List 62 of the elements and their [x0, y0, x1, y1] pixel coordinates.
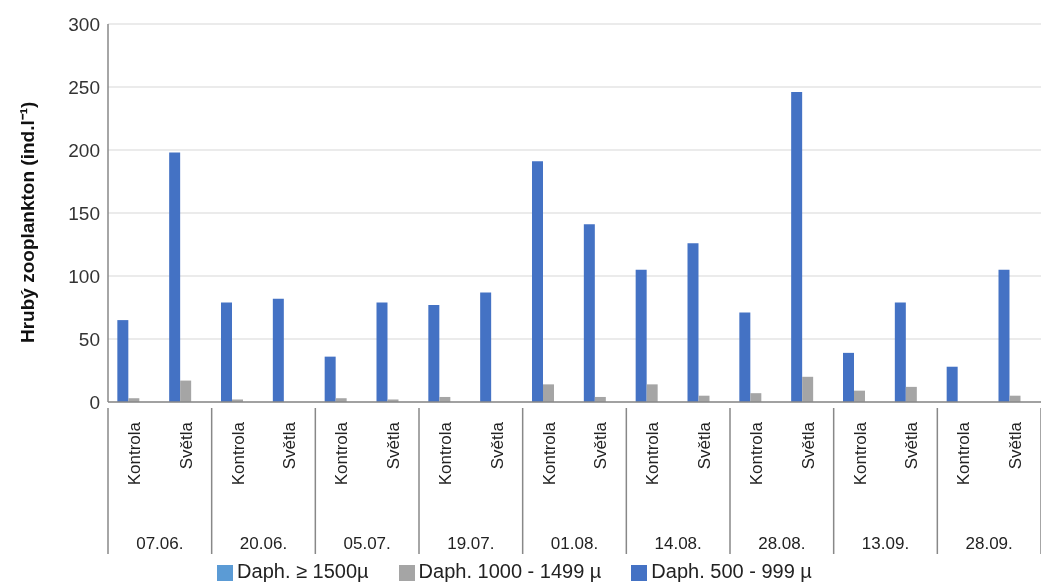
bar: [480, 292, 492, 402]
x-tick-label: Světla: [176, 421, 196, 470]
x-tick-label: Světla: [695, 421, 715, 470]
text: 28.09.: [965, 534, 1013, 553]
x-tick-label: Kontrola: [850, 421, 870, 486]
y-tick-label: 200: [68, 139, 100, 161]
bar: [117, 320, 129, 402]
x-tick-label: Světla: [591, 421, 611, 470]
x-tick-label: Světla: [798, 421, 818, 470]
x-tick-label: Kontrola: [124, 421, 144, 486]
text: 05.07.: [343, 534, 391, 553]
bar: [894, 302, 906, 402]
bar: [221, 302, 232, 402]
x-tick-label: Světla: [902, 421, 922, 470]
text: 28.08.: [758, 534, 806, 553]
y-tick-label: 300: [68, 13, 100, 35]
y-tick-label: 150: [68, 202, 100, 224]
bar: [998, 269, 1010, 402]
x-tick-label: Světla: [1006, 421, 1026, 470]
y-tick-label: 0: [89, 391, 100, 413]
y-tick-label: 100: [68, 265, 100, 287]
bar: [169, 152, 181, 402]
bar: [739, 312, 751, 402]
text: 07.06.: [136, 534, 184, 553]
bar: [583, 224, 595, 402]
bar: [428, 304, 440, 402]
legend-label: Daph. ≥ 1500µ: [237, 560, 369, 582]
bar: [687, 243, 699, 402]
bar: [905, 386, 917, 402]
text: 20.06.: [239, 534, 288, 553]
x-tick-label: Kontrola: [332, 421, 352, 486]
bar: [272, 298, 284, 402]
bar: [843, 352, 854, 402]
text: 19.07.: [447, 534, 495, 553]
y-axis-title: Hrubý zooplankton (ind.l⁻¹): [16, 101, 38, 343]
text: 01.08.: [550, 534, 599, 553]
bar: [532, 161, 543, 402]
bar: [946, 366, 958, 402]
y-tick-label: 50: [78, 328, 100, 350]
x-tick-label: Kontrola: [539, 421, 559, 486]
x-tick-label: Kontrola: [954, 421, 974, 486]
legend-label: Daph. 500 - 999 µ: [651, 560, 812, 582]
x-tick-label: Světla: [487, 421, 507, 470]
text: 13.09.: [861, 534, 910, 553]
bar: [543, 384, 554, 402]
bar: [802, 376, 814, 402]
bar: [750, 393, 762, 402]
y-tick-label: 250: [68, 76, 100, 98]
bar: [324, 356, 336, 402]
x-tick-label: Světla: [384, 421, 404, 470]
bar: [635, 269, 647, 402]
bar: [646, 384, 658, 402]
bar: [376, 302, 388, 402]
x-tick-label: Kontrola: [643, 421, 663, 486]
bar: [180, 380, 192, 402]
x-tick-label: Kontrola: [228, 421, 248, 486]
legend-label: Daph. 1000 - 1499 µ: [418, 560, 602, 582]
text: 14.08.: [654, 534, 702, 553]
bar: [791, 92, 803, 402]
x-tick-label: Světla: [280, 421, 300, 470]
x-tick-label: Kontrola: [435, 421, 455, 486]
x-tick-label: Kontrola: [746, 421, 766, 486]
